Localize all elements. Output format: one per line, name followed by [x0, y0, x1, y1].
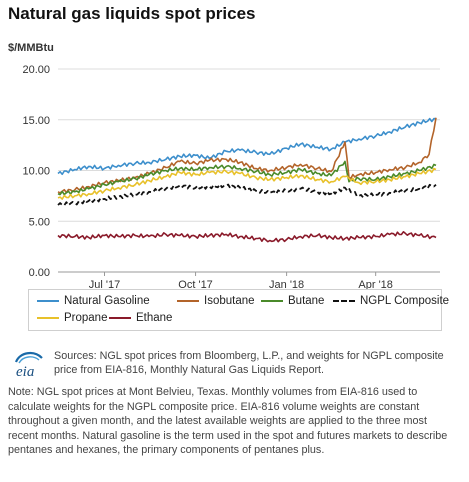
legend-label-natural-gasoline: Natural Gasoline: [64, 295, 150, 307]
eia-logo-text: eia: [16, 364, 34, 379]
legend-label-propane: Propane: [64, 312, 108, 324]
legend-item-isobutane[interactable]: Isobutane: [177, 295, 255, 307]
series-line-ethane: [57, 231, 437, 243]
legend-label-ngpl-composite: NGPL Composite: [360, 295, 450, 307]
y-tick-label-0: 0.00: [29, 267, 50, 279]
legend-item-natural-gasoline[interactable]: Natural Gasoline: [37, 295, 150, 307]
legend-item-ngpl-composite[interactable]: NGPL Composite: [333, 295, 449, 307]
y-tick-label-3: 15.00: [22, 115, 50, 127]
x-tick-label-2: Jan '18: [269, 279, 304, 290]
y-axis-unit-label: $/MMBtu: [8, 42, 54, 54]
x-tick-label-1: Oct '17: [178, 279, 213, 290]
sources-text: Sources: NGL spot prices from Bloomberg,…: [54, 350, 444, 376]
x-tick-label-3: Apr '18: [358, 279, 393, 290]
legend-item-propane[interactable]: Propane: [37, 312, 107, 324]
note-text: Note: NGL spot prices at Mont Belvieu, T…: [8, 386, 448, 457]
legend-swatch-butane: [261, 300, 283, 302]
legend-swatch-ngpl-composite: [333, 300, 355, 302]
legend-item-butane[interactable]: Butane: [261, 295, 324, 307]
line-chart: 0.00 5.00 10.00 15.00 20.00 Jul '17 Oct '17 Jan…: [22, 64, 440, 290]
series-line-propane: [57, 167, 437, 200]
y-tick-label-1: 5.00: [29, 216, 50, 228]
y-tick-label-2: 10.00: [22, 166, 50, 178]
legend-swatch-isobutane: [177, 300, 199, 302]
series-line-ngpl-composite: [57, 183, 437, 207]
legend-label-isobutane: Isobutane: [204, 295, 255, 307]
legend-label-ethane: Ethane: [136, 312, 173, 324]
series-line-natural-gasoline: [57, 117, 437, 176]
legend-item-ethane[interactable]: Ethane: [109, 312, 172, 324]
eia-logo[interactable]: eia: [12, 349, 46, 379]
chart-title: Natural gas liquids spot prices: [8, 4, 256, 23]
series-line-butane: [57, 160, 437, 196]
x-tick-label-0: Jul '17: [89, 279, 120, 290]
legend-swatch-propane: [37, 317, 59, 319]
legend-label-butane: Butane: [288, 295, 325, 307]
legend-swatch-natural-gasoline: [37, 300, 59, 302]
chart-legend: Natural Gasoline Isobutane Butane NGPL C…: [28, 289, 449, 331]
y-tick-label-4: 20.00: [22, 64, 50, 76]
legend-swatch-ethane: [109, 317, 131, 319]
